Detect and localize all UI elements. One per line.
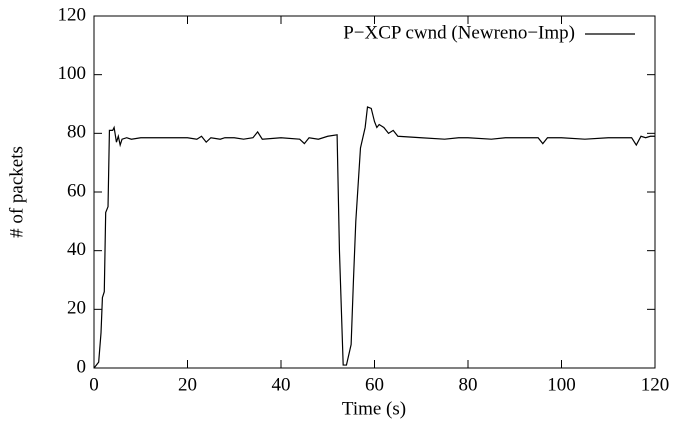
y-tick-label: 60 bbox=[67, 180, 86, 201]
data-line bbox=[93, 106, 655, 369]
y-axis-label: # of packets bbox=[6, 146, 27, 238]
plot-frame bbox=[93, 15, 656, 369]
x-tick-label: 20 bbox=[178, 374, 197, 395]
x-tick-label: 0 bbox=[89, 374, 99, 395]
x-tick-label: 80 bbox=[459, 374, 478, 395]
x-tick-label: 100 bbox=[547, 374, 576, 395]
y-tick-label: 20 bbox=[67, 298, 86, 319]
x-tick-label: 60 bbox=[365, 374, 384, 395]
legend-label: P−XCP cwnd (Newreno−Imp) bbox=[343, 22, 575, 43]
y-tick-label: 40 bbox=[67, 239, 86, 260]
y-tick-label: 120 bbox=[58, 4, 87, 25]
y-tick-label: 80 bbox=[67, 122, 86, 143]
y-tick-label: 100 bbox=[58, 63, 87, 84]
x-tick-label: 40 bbox=[272, 374, 291, 395]
y-tick-label: 0 bbox=[77, 356, 87, 377]
x-tick-label: 120 bbox=[641, 374, 670, 395]
x-axis-label: Time (s) bbox=[342, 398, 406, 419]
